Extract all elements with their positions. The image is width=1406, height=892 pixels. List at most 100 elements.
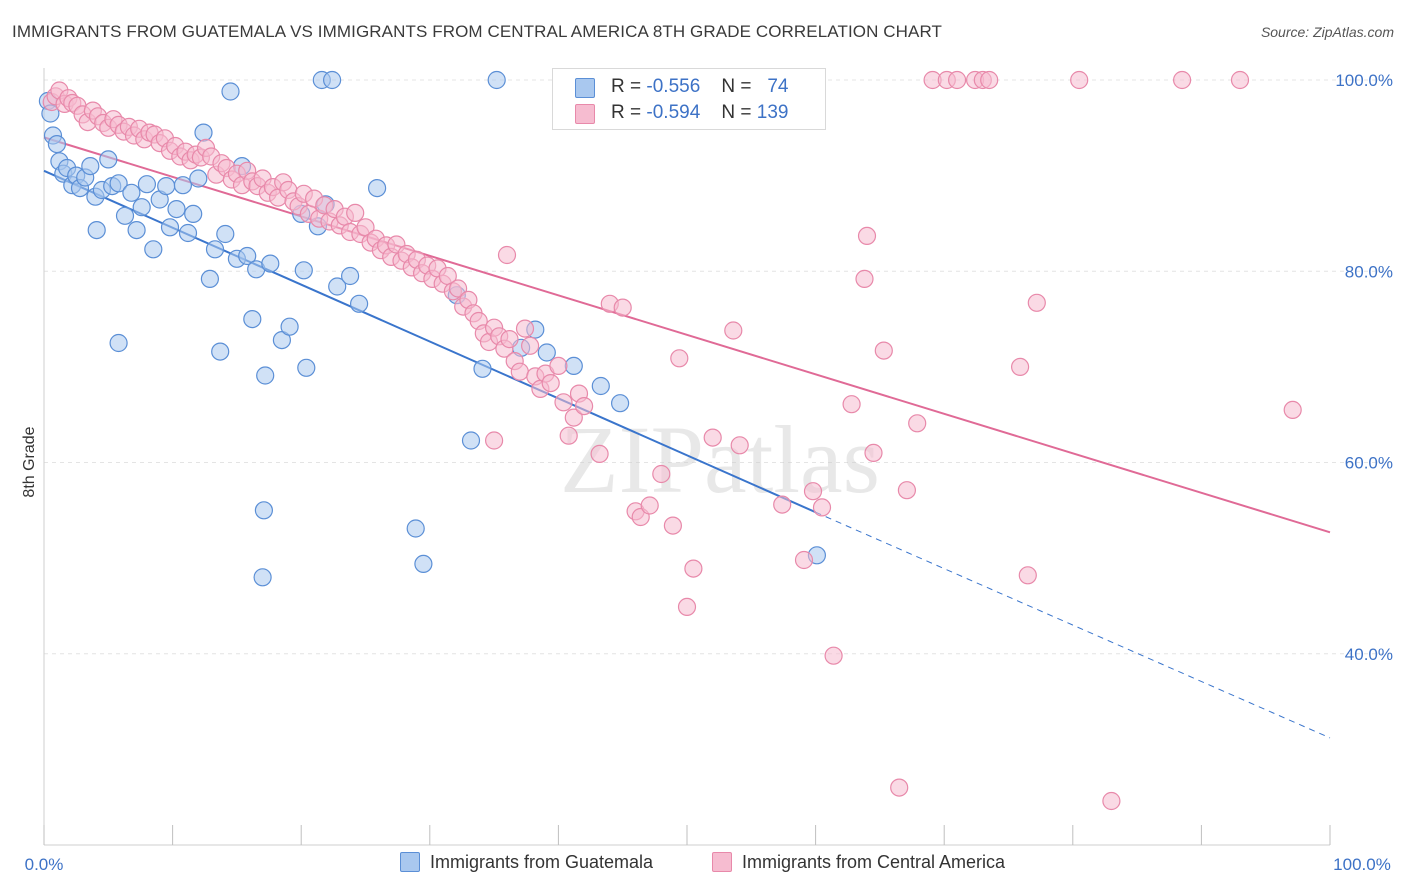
y-axis-label: 8th Grade — [21, 426, 38, 497]
data-point — [890, 778, 909, 797]
data-point — [590, 444, 609, 463]
data-point — [167, 200, 186, 219]
data-point — [510, 362, 529, 381]
r-label: R = — [611, 102, 642, 123]
guatemala-swatch — [575, 78, 595, 98]
data-point — [272, 331, 291, 350]
data-point — [1102, 791, 1121, 811]
data-point — [677, 597, 697, 617]
guatemala-trend-line — [43, 169, 817, 514]
data-point — [473, 359, 492, 378]
data-point — [855, 269, 874, 288]
data-point — [109, 174, 128, 193]
stats-legend: R = -0.556 N = 74 R = -0.594 N = 139 — [552, 68, 826, 130]
data-point — [157, 177, 176, 196]
n-label: N = — [721, 102, 752, 123]
x-tick-label: 100.0% — [1333, 855, 1391, 874]
data-points — [38, 70, 1302, 811]
n-value: 139 — [756, 102, 789, 123]
data-point — [109, 333, 128, 353]
n-value: 74 — [767, 76, 789, 97]
data-point — [221, 82, 240, 101]
data-point — [652, 464, 671, 484]
guatemala-trend-extension — [815, 511, 1331, 739]
data-point — [346, 203, 365, 222]
data-point — [211, 342, 230, 361]
data-point — [1018, 566, 1037, 585]
data-point — [684, 559, 703, 578]
data-point — [515, 319, 535, 338]
data-point — [184, 204, 203, 223]
data-point — [559, 426, 578, 445]
data-point — [947, 70, 967, 90]
data-point — [87, 221, 106, 240]
data-point — [173, 176, 192, 195]
data-point — [144, 240, 163, 259]
data-point — [1283, 400, 1302, 419]
legend-item-guatemala: Immigrants from Guatemala — [400, 852, 653, 878]
r-value: -0.594 — [646, 102, 701, 123]
data-point — [670, 349, 689, 368]
y-tick-label: 80.0% — [1345, 262, 1393, 281]
data-point — [564, 356, 583, 375]
data-point — [253, 568, 272, 587]
data-point — [1172, 70, 1192, 90]
y-tick-label: 40.0% — [1345, 645, 1393, 664]
legend-item-central-america: Immigrants from Central America — [712, 852, 1005, 878]
data-point — [812, 498, 832, 517]
data-point — [294, 261, 313, 280]
data-point — [663, 516, 683, 535]
data-point — [368, 179, 387, 198]
data-point — [216, 224, 235, 244]
data-point — [406, 519, 425, 538]
axes — [43, 68, 1331, 846]
data-point — [613, 298, 632, 317]
y-tick-label: 60.0% — [1345, 454, 1393, 473]
legend-label: Immigrants from Guatemala — [430, 852, 654, 872]
data-point — [640, 496, 659, 515]
data-point — [238, 246, 257, 266]
data-point — [520, 336, 540, 355]
data-point — [564, 408, 583, 427]
data-point — [341, 266, 360, 286]
data-point — [47, 135, 67, 154]
central-america-trend-line — [43, 136, 1331, 534]
chart-title: IMMIGRANTS FROM GUATEMALA VS IMMIGRANTS … — [12, 22, 943, 41]
r-value: -0.556 — [646, 76, 701, 97]
data-point — [99, 150, 118, 169]
data-point — [200, 269, 219, 288]
data-point — [137, 175, 156, 194]
data-point — [178, 223, 198, 243]
y-tick-label: 100.0% — [1335, 71, 1393, 90]
data-point — [328, 277, 347, 296]
data-point — [256, 366, 275, 385]
data-point — [497, 245, 517, 265]
data-point — [115, 206, 135, 225]
data-point — [730, 436, 749, 455]
data-point — [773, 495, 792, 514]
data-point — [194, 123, 213, 142]
n-label: N = — [721, 76, 752, 97]
data-point — [205, 240, 225, 259]
r-label: R = — [611, 76, 642, 97]
data-point — [1230, 70, 1250, 90]
data-point — [541, 374, 560, 393]
tick-labels: 100.0% 80.0% 60.0% 40.0% 0.0% 100.0% 8th Grade — [21, 71, 1393, 874]
data-point — [1027, 293, 1046, 312]
data-point — [537, 343, 556, 362]
data-point — [323, 70, 342, 90]
central-america-swatch — [575, 104, 595, 124]
data-point — [874, 341, 893, 360]
data-point — [485, 431, 504, 450]
data-point — [842, 395, 861, 414]
data-point — [81, 157, 100, 176]
watermark: ZIPatlas — [560, 406, 880, 513]
data-point — [350, 294, 369, 313]
data-point — [591, 376, 610, 396]
data-point — [897, 481, 917, 500]
data-point — [824, 646, 843, 665]
data-point — [414, 554, 433, 574]
central-america-points — [42, 70, 1302, 811]
data-point — [857, 226, 877, 245]
